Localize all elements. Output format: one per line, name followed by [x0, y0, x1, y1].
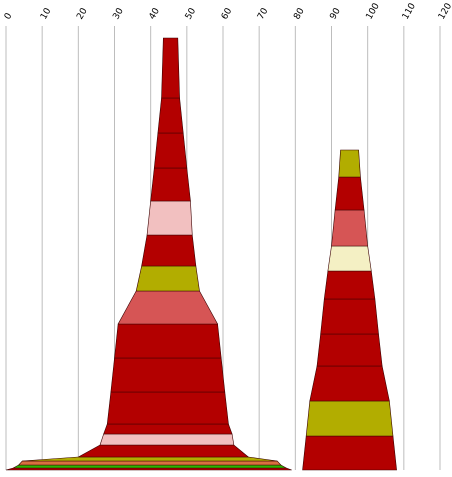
x-tick-label: 90	[328, 6, 343, 21]
band-salmon	[331, 209, 368, 247]
band-dark-red	[316, 333, 383, 367]
x-tick-label: 70	[256, 6, 271, 21]
band-olive	[338, 149, 361, 178]
band-shapes	[5, 37, 397, 471]
x-tick-label: 110	[401, 1, 418, 21]
x-tick-label: 30	[111, 6, 126, 21]
band-orange	[17, 460, 282, 466]
band-dark-red	[302, 435, 397, 471]
band-dark-red	[150, 167, 191, 202]
band-dark-red	[153, 132, 188, 169]
band-dark-red	[161, 37, 180, 99]
band-dark-red	[141, 234, 197, 267]
band-dark-red	[78, 444, 250, 458]
x-tick-label: 50	[184, 6, 199, 21]
band-olive	[305, 400, 394, 437]
band-dark-red	[320, 298, 379, 335]
band-dark-red	[110, 357, 226, 393]
shape-2	[302, 149, 397, 471]
band-dark-red	[103, 423, 233, 435]
x-tick-label: 100	[365, 1, 382, 21]
x-tick-label: 10	[39, 6, 54, 21]
shape-1	[5, 37, 292, 471]
band-olive	[22, 456, 278, 462]
band-dark-red	[157, 97, 184, 134]
band-pink	[146, 200, 193, 236]
band-olive	[135, 265, 200, 292]
x-tick-labels: 0 10 20 30 40 50 60 70 80 90 100 110 120	[3, 1, 452, 21]
x-tick-label: 20	[75, 6, 90, 21]
band-dark-red	[106, 391, 229, 425]
band-cream	[327, 245, 372, 272]
x-tick-label: 0	[3, 11, 15, 21]
band-green	[13, 464, 287, 469]
x-tick-label: 80	[292, 6, 307, 21]
x-tick-label: 40	[148, 6, 163, 21]
x-tick-label: 60	[220, 6, 235, 21]
band-dark-red	[309, 365, 390, 402]
band-dark-red	[334, 176, 365, 211]
band-dark-red	[114, 323, 222, 359]
band-dark-red	[323, 270, 376, 300]
band-pink	[99, 433, 235, 446]
x-tick-label: 120	[437, 1, 452, 21]
band-salmon	[117, 290, 219, 325]
